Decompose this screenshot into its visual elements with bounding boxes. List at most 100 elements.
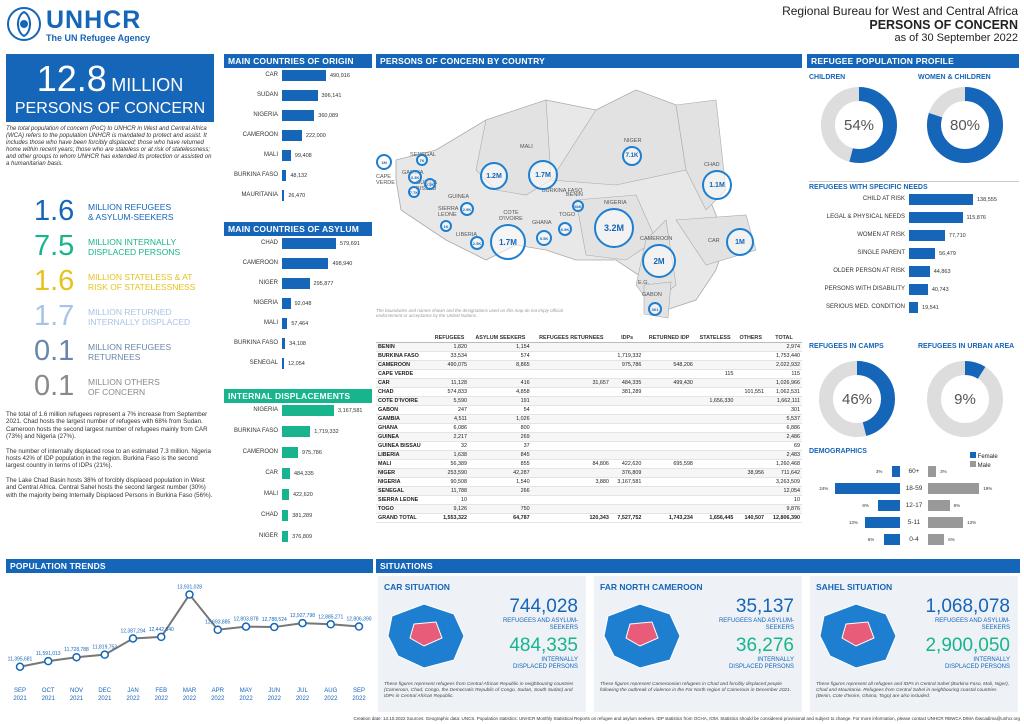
table-cell (643, 441, 695, 451)
map-bubble-sierra-leone: 1K (440, 220, 452, 232)
table-cell (694, 495, 736, 505)
situation-title: FAR NORTH CAMEROON (600, 582, 703, 592)
bar-value: 396,141 (321, 93, 342, 99)
demo-male-value: 13% (967, 520, 977, 525)
trend-value-label: 12,693,885 (205, 620, 230, 626)
table-header: REFUGEES RETURNEES (531, 334, 611, 343)
bar-value: 12,054 (288, 361, 305, 367)
table-row: MALI 56,389 855 84,806 422,620 695,598 1,260,4… (376, 459, 802, 469)
bar-label: SUDAN (256, 92, 278, 98)
table-row: SIERRA LEONE 10 10 (376, 495, 802, 505)
donut-value: 80% (950, 117, 980, 134)
table-cell: 1,753,440 (766, 351, 802, 361)
table-total-cell: 12,806,390 (766, 513, 802, 523)
urban-donut: 9% (927, 361, 1003, 437)
table-cell (610, 450, 644, 460)
table-header: ASYLUM SEEKERS (469, 334, 532, 343)
table-cell (694, 432, 736, 442)
bar-value: 579,691 (340, 241, 360, 247)
table-cell (694, 450, 736, 460)
situation-card: CAR SITUATION 744,028 REFUGEES AND ASYLUM-… (378, 576, 586, 712)
table-cell (735, 405, 767, 415)
trend-tick-label: JAN 2022 (126, 688, 140, 702)
table-total-cell: 1,656,445 (694, 513, 736, 523)
table-cell: 2,974 (766, 342, 802, 352)
trend-value-label: 12,885,271 (318, 614, 343, 620)
table-cell: 12,054 (766, 486, 802, 496)
bar-value: 19,541 (922, 305, 939, 311)
bar-value: 222,000 (305, 133, 326, 139)
map-bubble-cote-divoire: 1.7M (490, 224, 526, 260)
table-cell: GHANA (376, 423, 431, 433)
unhcr-emblem-icon (7, 7, 41, 41)
table-cell: TOGO (376, 504, 431, 514)
situation-map-shape (819, 603, 897, 669)
bar (909, 248, 936, 259)
bar-value: 484,335 (293, 471, 314, 477)
table-cell: 31,657 (531, 378, 611, 388)
table-total-cell: 140,507 (735, 513, 767, 523)
trend-value-label: 11,395,681 (8, 657, 33, 663)
table-total-cell: 1,553,322 (430, 513, 470, 523)
table-cell: 4,858 (469, 387, 532, 397)
demo-age-label: 5-11 (907, 519, 921, 526)
table-cell (531, 396, 611, 406)
trend-point (128, 634, 138, 643)
bar (282, 278, 310, 289)
trend-line (19, 592, 360, 668)
table-cell: 9,126 (430, 504, 470, 514)
trend-tick-label: NOV 2021 (70, 688, 84, 702)
table-total-cell: GRAND TOTAL (376, 513, 431, 523)
demo-male-value: 3% (940, 469, 947, 474)
bar (282, 238, 336, 249)
situations-title: SITUATIONS (376, 559, 1020, 573)
kpi-item: 7.5 MILLION INTERNALLY DISPLACED PERSONS (30, 230, 220, 265)
bar-value: 360,089 (318, 113, 339, 119)
trend-point (44, 656, 53, 666)
trend-value-label: 12,806,390 (346, 617, 371, 623)
table-cell (735, 486, 767, 496)
kpi-label-2: INTERNALLY DISPLACED (88, 317, 191, 327)
situation-refugees-label: REFUGEES AND ASYLUM-SEEKERS (934, 618, 1010, 631)
table-row: BURKINA FASO 33,534 574 1,719,332 1,753,440 (376, 351, 802, 361)
note-paragraph: The total of 1.6 million refugees repres… (6, 411, 208, 441)
table-cell: 32 (430, 441, 470, 451)
trend-tick-label: SEP 2022 (352, 688, 366, 702)
table-row: GHANA 6,086 800 6,886 (376, 423, 802, 433)
bar-label: NIGER (258, 533, 278, 539)
trend-value-label: 12,442,840 (149, 627, 174, 633)
table-total-cell: 120,343 (531, 513, 611, 523)
trend-value-label: 11,819,753 (92, 645, 117, 651)
table-cell (610, 504, 644, 514)
needs-chart: CHILD AT RISK 138,555 LEGAL & PHYSICAL NEE… (807, 194, 1021, 329)
table-cell (694, 468, 736, 478)
table-header: RETURNED IDP (643, 334, 695, 343)
table-cell: 33,534 (430, 351, 470, 361)
table-cell: 800 (469, 423, 532, 433)
trend-tick-label: JUL 2022 (296, 688, 310, 702)
table-cell: 42,287 (469, 468, 532, 478)
bar (282, 110, 315, 121)
table-cell (531, 423, 611, 433)
hero-description: The total population of concern (PoC) to… (6, 126, 212, 167)
table-cell: 8,865 (469, 360, 532, 370)
trends-title: POPULATION TRENDS (6, 559, 373, 573)
notes: The total of 1.6 million refugees repres… (6, 411, 216, 506)
profile-title: REFUGEE POPULATION PROFILE (807, 54, 1019, 68)
bar-value: 295,877 (313, 281, 334, 287)
kpi-label-2: RISK OF STATELESSNESS (88, 282, 196, 292)
table-row: TOGO 9,126 750 9,876 (376, 504, 802, 514)
map-bubble-nigeria: 3.2M (594, 208, 634, 248)
bar-value: 376,809 (292, 534, 313, 540)
table-cell: 574,833 (430, 387, 470, 397)
table-cell (735, 351, 767, 361)
map-title: PERSONS OF CONCERN BY COUNTRY (376, 54, 802, 68)
trend-tick-label: AUG 2022 (324, 688, 338, 702)
bar (282, 338, 286, 349)
table-row: BENIN 1,820 1,154 2,974 (376, 342, 802, 352)
demo-age-label: 60+ (908, 468, 920, 475)
trend-point (15, 662, 25, 671)
kpi-number: 7.5 (34, 230, 75, 262)
table-cell (694, 504, 736, 514)
bar-label: PERSONS WITH DISABILITY (824, 286, 905, 292)
